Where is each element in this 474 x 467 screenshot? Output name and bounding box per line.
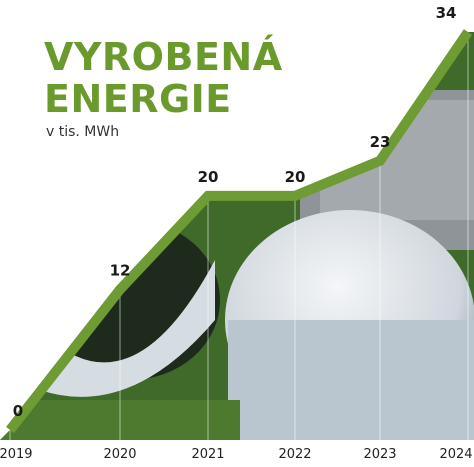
x-tick-label: 2020 <box>103 447 136 462</box>
title-line: ENERGIE <box>44 77 232 121</box>
x-tick-label: 2019 <box>0 447 33 462</box>
title-line: VYROBENÁ <box>44 35 283 79</box>
x-tick-label: 2024 <box>439 447 472 462</box>
value-label: 20 <box>285 168 306 186</box>
data-line <box>6 29 473 434</box>
value-label: 0 <box>13 402 23 420</box>
x-tick-label: 2022 <box>278 447 311 462</box>
value-label: 20 <box>198 168 219 186</box>
subtitle: v tis. MWh <box>46 124 119 140</box>
x-tick-label: 2021 <box>191 447 224 462</box>
value-label: 23 <box>370 133 391 151</box>
x-tick-label: 2023 <box>363 447 396 462</box>
value-label: 12 <box>110 262 131 280</box>
value-label: 34 <box>436 4 457 22</box>
